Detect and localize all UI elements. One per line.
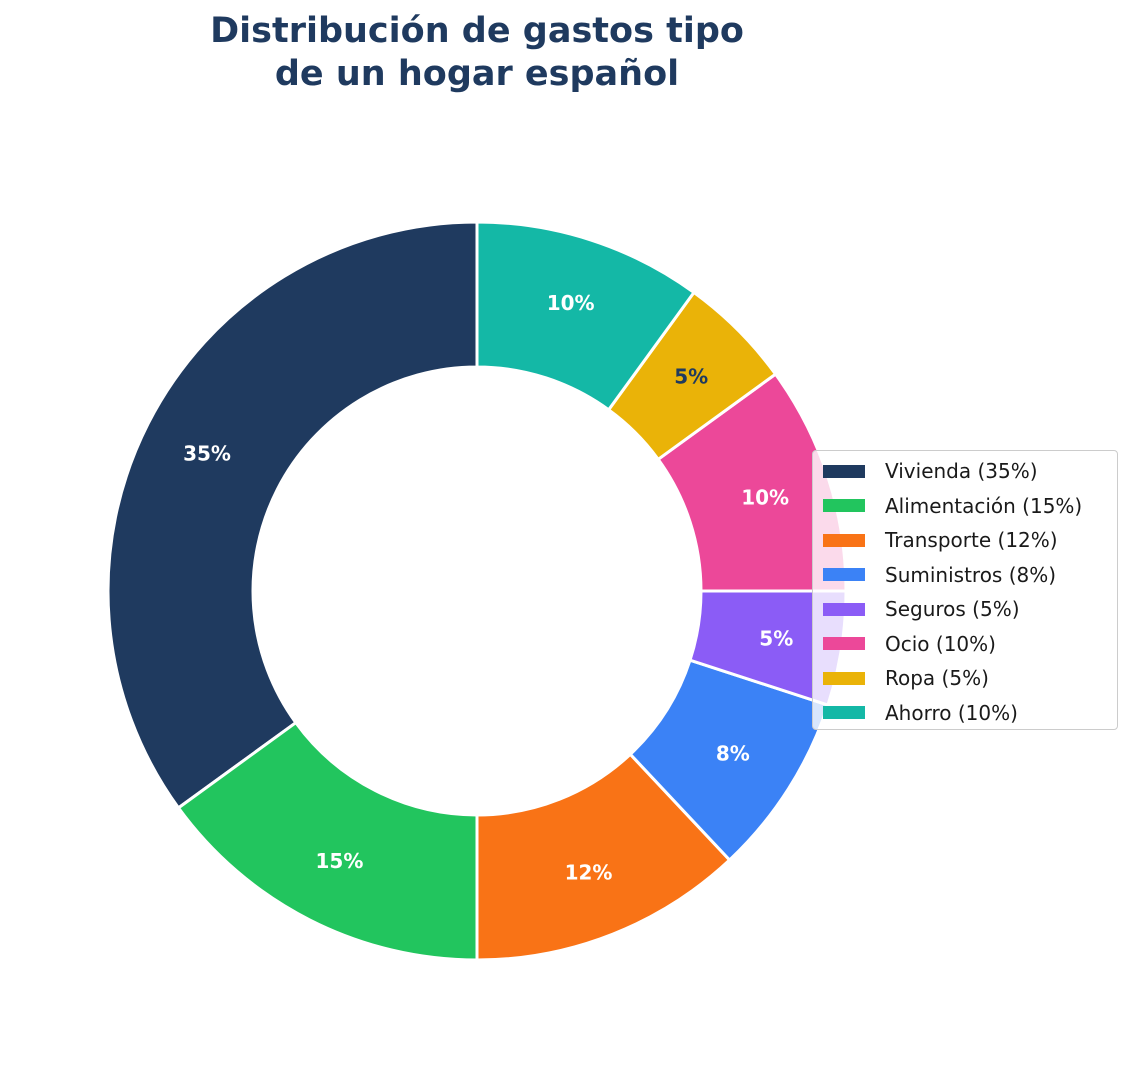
data-label-ocio: 10% <box>741 485 789 509</box>
legend-label: Transporte (12%) <box>885 528 1058 553</box>
data-label-suministros: 8% <box>716 741 750 765</box>
title-line-1: Distribución de gastos tipo <box>210 11 744 51</box>
legend-swatch <box>823 533 865 547</box>
legend: Vivienda (35%) Alimentación (15%) Transpor… <box>812 450 1118 730</box>
legend-label: Ahorro (10%) <box>885 700 1018 725</box>
legend-swatch <box>823 671 865 685</box>
legend-swatch <box>823 568 865 582</box>
legend-item: Vivienda (35%) <box>813 454 1117 489</box>
data-label-alimentación: 15% <box>316 849 364 873</box>
legend-label: Suministros (8%) <box>885 562 1057 587</box>
wedge-alimentación <box>176 720 479 962</box>
legend-item: Suministros (8%) <box>813 558 1117 593</box>
legend-item: Seguros (5%) <box>813 592 1117 627</box>
legend-item: Ropa (5%) <box>813 661 1117 696</box>
legend-swatch <box>823 464 865 478</box>
title-line-2: de un hogar español <box>274 54 680 94</box>
legend-swatch <box>823 499 865 513</box>
legend-item: Ocio (10%) <box>813 627 1117 662</box>
legend-label: Alimentación (15%) <box>885 493 1083 518</box>
chart-title: Distribución de gastos tipo de un hogar … <box>177 10 777 96</box>
data-label-seguros: 5% <box>759 626 793 650</box>
legend-item: Alimentación (15%) <box>813 489 1117 524</box>
legend-item: Ahorro (10%) <box>813 696 1117 731</box>
data-label-vivienda: 35% <box>183 441 231 465</box>
legend-label: Seguros (5%) <box>885 597 1020 622</box>
legend-swatch <box>823 706 865 720</box>
legend-label: Ropa (5%) <box>885 666 989 691</box>
data-label-ropa: 5% <box>674 365 708 389</box>
data-label-transporte: 12% <box>565 861 613 885</box>
legend-swatch <box>823 602 865 616</box>
legend-item: Transporte (12%) <box>813 523 1117 558</box>
data-label-ahorro: 10% <box>547 291 595 315</box>
wedge-vivienda <box>106 220 479 810</box>
legend-label: Ocio (10%) <box>885 631 996 656</box>
legend-swatch <box>823 637 865 651</box>
legend-label: Vivienda (35%) <box>885 459 1038 484</box>
wedge-ahorro <box>475 220 696 412</box>
